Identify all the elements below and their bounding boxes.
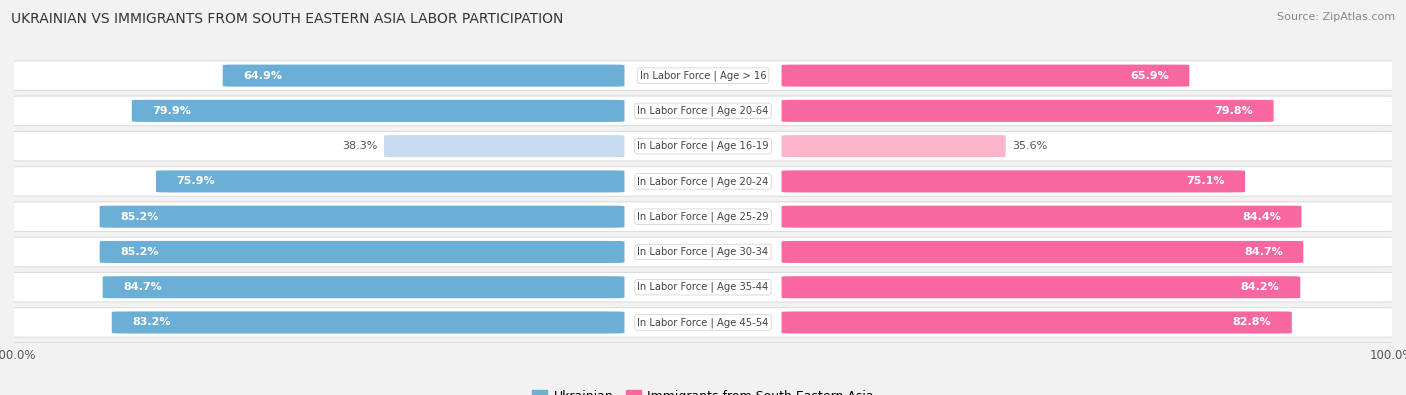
Legend: Ukrainian, Immigrants from South Eastern Asia: Ukrainian, Immigrants from South Eastern… (533, 389, 873, 395)
FancyBboxPatch shape (7, 61, 1399, 90)
Text: 79.8%: 79.8% (1215, 106, 1253, 116)
FancyBboxPatch shape (782, 170, 1246, 192)
FancyBboxPatch shape (7, 237, 1399, 267)
FancyBboxPatch shape (100, 206, 624, 228)
FancyBboxPatch shape (782, 64, 1189, 87)
FancyBboxPatch shape (7, 96, 1399, 126)
FancyBboxPatch shape (112, 311, 624, 333)
Text: 35.6%: 35.6% (1012, 141, 1047, 151)
FancyBboxPatch shape (782, 135, 1005, 157)
FancyBboxPatch shape (7, 308, 1399, 337)
FancyBboxPatch shape (132, 100, 624, 122)
Text: 75.1%: 75.1% (1185, 177, 1225, 186)
Text: 38.3%: 38.3% (342, 141, 377, 151)
FancyBboxPatch shape (103, 276, 624, 298)
Text: 85.2%: 85.2% (121, 247, 159, 257)
Text: UKRAINIAN VS IMMIGRANTS FROM SOUTH EASTERN ASIA LABOR PARTICIPATION: UKRAINIAN VS IMMIGRANTS FROM SOUTH EASTE… (11, 12, 564, 26)
Text: In Labor Force | Age 20-64: In Labor Force | Age 20-64 (637, 105, 769, 116)
FancyBboxPatch shape (156, 170, 624, 192)
Text: In Labor Force | Age 20-24: In Labor Force | Age 20-24 (637, 176, 769, 187)
Text: 84.2%: 84.2% (1241, 282, 1279, 292)
FancyBboxPatch shape (782, 100, 1274, 122)
FancyBboxPatch shape (782, 206, 1302, 228)
FancyBboxPatch shape (7, 202, 1399, 231)
Text: 83.2%: 83.2% (132, 318, 172, 327)
Text: In Labor Force | Age 35-44: In Labor Force | Age 35-44 (637, 282, 769, 292)
FancyBboxPatch shape (7, 273, 1399, 302)
Text: 82.8%: 82.8% (1233, 318, 1271, 327)
Text: 85.2%: 85.2% (121, 212, 159, 222)
Text: 64.9%: 64.9% (243, 71, 283, 81)
Text: 84.7%: 84.7% (124, 282, 162, 292)
FancyBboxPatch shape (222, 64, 624, 87)
Text: 79.9%: 79.9% (152, 106, 191, 116)
FancyBboxPatch shape (782, 276, 1301, 298)
Text: In Labor Force | Age > 16: In Labor Force | Age > 16 (640, 70, 766, 81)
Text: In Labor Force | Age 25-29: In Labor Force | Age 25-29 (637, 211, 769, 222)
Text: 84.7%: 84.7% (1244, 247, 1282, 257)
Text: In Labor Force | Age 16-19: In Labor Force | Age 16-19 (637, 141, 769, 151)
Text: 84.4%: 84.4% (1241, 212, 1281, 222)
FancyBboxPatch shape (782, 241, 1303, 263)
FancyBboxPatch shape (782, 311, 1292, 333)
Text: In Labor Force | Age 45-54: In Labor Force | Age 45-54 (637, 317, 769, 328)
Text: Source: ZipAtlas.com: Source: ZipAtlas.com (1277, 12, 1395, 22)
FancyBboxPatch shape (100, 241, 624, 263)
Text: In Labor Force | Age 30-34: In Labor Force | Age 30-34 (637, 247, 769, 257)
FancyBboxPatch shape (384, 135, 624, 157)
FancyBboxPatch shape (7, 167, 1399, 196)
Text: 65.9%: 65.9% (1130, 71, 1168, 81)
Text: 75.9%: 75.9% (177, 177, 215, 186)
FancyBboxPatch shape (7, 132, 1399, 161)
